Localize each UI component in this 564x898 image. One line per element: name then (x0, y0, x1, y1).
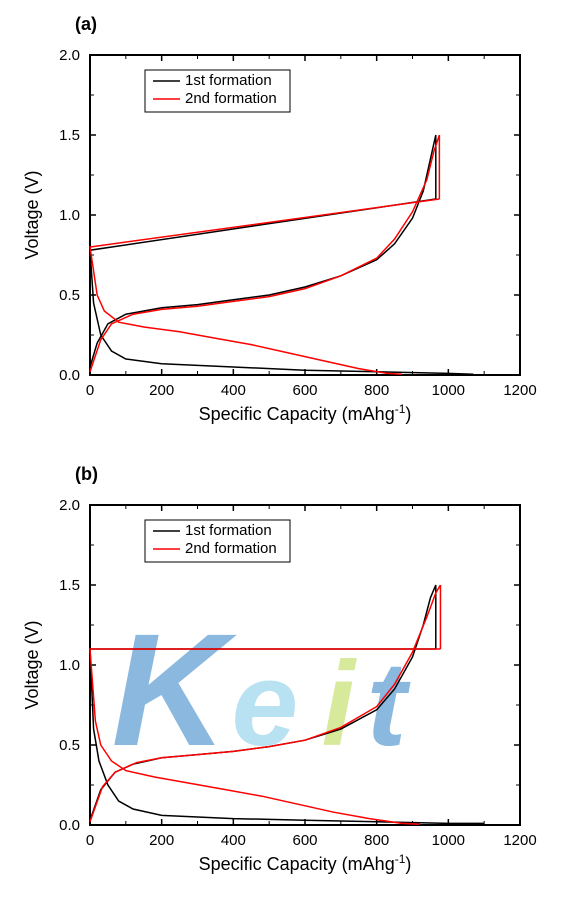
ytick-label: 2.0 (59, 497, 80, 514)
xtick-label: 1000 (432, 382, 465, 399)
xtick-label: 1200 (503, 832, 536, 849)
xtick-label: 200 (149, 382, 174, 399)
ytick-label: 0.0 (59, 367, 80, 384)
ytick-label: 1.0 (59, 207, 80, 224)
xtick-label: 600 (292, 832, 317, 849)
ytick-label: 1.5 (59, 127, 80, 144)
legend-label: 2nd formation (185, 540, 277, 557)
svg-text:i: i (322, 637, 358, 771)
legend-label: 2nd formation (185, 90, 277, 107)
xtick-label: 600 (292, 382, 317, 399)
xtick-label: 0 (86, 382, 94, 399)
ylabel: Voltage (V) (22, 170, 42, 259)
ytick-label: 0.5 (59, 287, 80, 304)
ytick-label: 0.5 (59, 737, 80, 754)
series-line (90, 135, 439, 372)
ytick-label: 2.0 (59, 47, 80, 64)
xlabel: Specific Capacity (mAhg-1) (199, 852, 412, 874)
xtick-label: 0 (86, 832, 94, 849)
legend-label: 1st formation (185, 522, 272, 539)
series-line (90, 199, 439, 374)
ytick-label: 1.5 (59, 577, 80, 594)
series-line (90, 199, 473, 374)
xtick-label: 400 (221, 832, 246, 849)
xtick-label: 200 (149, 832, 174, 849)
ytick-label: 0.0 (59, 817, 80, 834)
xlabel: Specific Capacity (mAhg-1) (199, 402, 412, 424)
xtick-label: 1200 (503, 382, 536, 399)
legend-label: 1st formation (185, 72, 272, 89)
figure: 0 200 400 600 800 1000 1200 0.0 0.5 1.0 1.5 2.0 Spec… (0, 0, 564, 898)
ylabel: Voltage (V) (22, 620, 42, 709)
svg-text:t: t (367, 637, 412, 771)
xtick-label: 1000 (432, 832, 465, 849)
xtick-label: 800 (364, 832, 389, 849)
panel-label: (a) (75, 14, 97, 34)
xtick-label: 400 (221, 382, 246, 399)
xtick-label: 800 (364, 382, 389, 399)
ytick-label: 1.0 (59, 657, 80, 674)
panel-label: (b) (75, 464, 98, 484)
